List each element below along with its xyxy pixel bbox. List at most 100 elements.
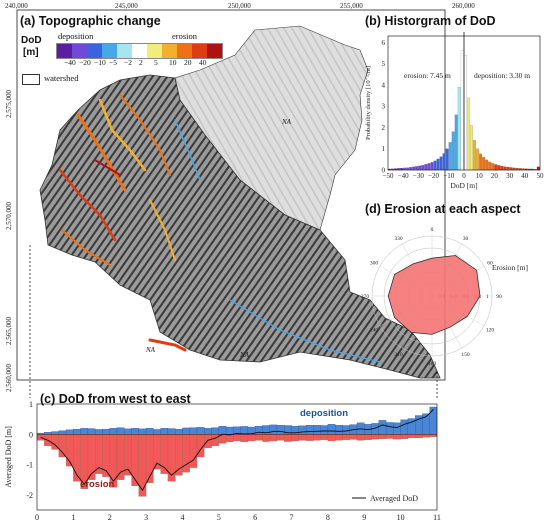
erosion-bar [291,434,299,442]
deposition-bar [211,427,219,435]
erosion-bar [211,434,219,446]
deposition-bar [276,425,285,435]
map-left-tick: 2,575,000 [5,90,13,118]
profile-y-label: Averaged DoD [m] [4,426,13,488]
histogram-bar [430,162,434,171]
deposition-bar [153,429,161,435]
deposition-bar [335,425,343,435]
histogram-bar [424,164,428,171]
colorbar-swatch [117,44,132,58]
deposition-bar [298,425,307,435]
radar-svg: 0.20.40.60.81030609012015018021024027030… [361,227,528,367]
histogram-y-tick: 5 [382,60,386,68]
map-left-tick: 2,565,000 [5,317,13,345]
histogram-bar [415,166,419,171]
histogram-x-label: DoD [m] [450,181,477,190]
map-top-tick: 245,000 [115,2,138,10]
deposition-bar [204,428,212,435]
radar-angle-tick: 180 [428,361,437,367]
map-watershed-relief [39,74,441,379]
deposition-bar [313,425,321,435]
deposition-bar [131,428,139,435]
histogram-erosion-annotation: erosion: 7.45 m [404,71,451,80]
colorbar-tick-label: −40 [64,58,76,67]
erosion-bar [284,434,292,442]
histogram-bar [409,167,413,171]
histogram-svg: −50 −40 −30 −20 −10 0 10 20 30 40 50 0 1 2 3 4 5 6 DoD [m]… [365,32,545,190]
colorbar-swatch [57,44,72,58]
profile-y-tick: -1 [26,461,33,470]
histogram-x-tick: −40 [398,172,409,180]
histogram-x-tick: 20 [491,172,499,180]
legend-erosion-label: erosion [172,31,198,41]
erosion-bar [247,434,256,442]
erosion-bar [262,434,270,442]
deposition-bar [305,425,314,435]
radar-angle-tick: 0 [431,227,434,233]
histogram-x-tick: 0 [462,172,466,180]
erosion-bar [131,434,139,486]
deposition-bar [95,429,103,435]
erosion-bar [327,434,336,442]
radar-unit-label: Erosion [m] [492,263,528,272]
histogram-bar [433,160,437,171]
colorbar-swatch [102,44,117,58]
radar-angle-tick: 60 [487,261,493,267]
erosion-bar [269,434,278,442]
histogram-bar [418,165,422,171]
deposition-bar [80,428,89,435]
profile-x-tick: 11 [433,513,441,522]
deposition-bar [196,427,205,435]
histogram-y-tick: 2 [382,124,386,132]
erosion-bar [385,434,394,439]
legend-colorbar [56,43,223,59]
erosion-bar [305,434,314,441]
radar-angle-tick: 120 [486,328,495,334]
colorbar-tick-label: −20 [79,58,91,67]
radar-erosion-polygon [387,255,481,335]
histogram-bar [488,161,492,171]
deposition-bar [218,425,227,435]
histogram-bar [454,114,458,171]
profile-legend-label: Averaged DoD [370,494,418,503]
histogram-bar [412,166,416,171]
histogram-y-tick: 4 [382,81,386,89]
profile-x-tick: 7 [290,513,294,522]
erosion-bar [189,434,198,468]
erosion-bar [364,434,372,440]
histogram-bar [506,166,510,171]
erosion-bar [145,434,154,483]
histogram-bar [536,166,540,171]
erosion-bar [298,434,307,441]
profile-erosion-label: erosion [80,479,115,490]
erosion-bar [400,434,409,439]
erosion-bar [393,434,401,440]
colorbar-swatch [87,44,102,58]
map-left-tick: 2,560,000 [5,364,13,392]
colorbar-tick-label: 10 [169,58,177,67]
colorbar-swatch [162,44,177,58]
panel-a-title: (a) Topographic change [20,14,161,28]
histogram-x-tick: 50 [537,172,545,180]
histogram-bar [436,158,440,171]
map-top-tick: 260,000 [452,2,475,10]
colorbar-tick-label: 2 [139,58,143,67]
histogram-bar [463,55,467,171]
erosion-bar [349,434,358,440]
colorbar-tick-label: −5 [109,58,117,67]
deposition-bar [393,422,401,435]
erosion-bar [240,434,249,443]
deposition-bar [378,420,387,435]
erosion-bar [335,434,343,441]
histogram-y-tick: 3 [382,103,386,111]
map-top-tick: 240,000 [5,2,28,10]
colorbar-swatch [177,44,192,58]
radar-angle-tick: 30 [463,236,469,242]
profile-x-tick: 3 [144,513,148,522]
histogram-y-tick: 1 [382,145,386,153]
histogram-bar [427,163,431,171]
histogram-bar [406,167,410,171]
histogram-x-tick: −20 [428,172,439,180]
radar-angle-tick: 90 [496,294,502,300]
